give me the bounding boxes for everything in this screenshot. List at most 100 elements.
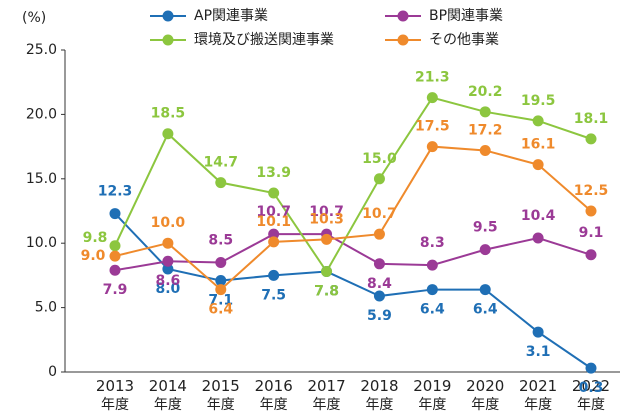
y-tick-label: 5.0 [35,300,57,316]
data-point [479,144,491,156]
data-label: 9.1 [579,225,604,241]
data-point [109,264,121,276]
data-point [109,240,121,252]
data-label: 10.7 [362,206,397,222]
series-line [114,145,592,291]
data-label: 5.9 [367,308,392,324]
data-label: 10.7 [256,204,291,220]
data-point [532,115,544,127]
data-label: 7.8 [314,284,339,300]
legend-marker [162,34,174,46]
data-point [268,236,280,248]
data-label: 20.2 [468,84,503,100]
legend-marker [162,10,174,22]
data-point [215,257,227,269]
data-point [532,326,544,338]
data-point [109,250,121,262]
y-tick-label: 25.0 [26,42,57,58]
data-label: 10.4 [521,208,556,224]
data-point [215,177,227,189]
data-label: 6.4 [208,302,233,318]
data-point [532,159,544,171]
data-label: 7.8 [314,284,339,300]
data-point [373,258,385,270]
data-point [268,228,280,240]
data-label: 6.4 [420,302,445,318]
x-tick-label: 2022 年度 [572,377,610,414]
x-tick-label: 2014 年度 [149,377,187,414]
data-label: 12.5 [574,183,609,199]
data-label: 17.5 [415,119,450,135]
data-label: 8.3 [420,235,445,251]
data-label: 12.3 [98,184,133,200]
x-tick-label: 2020 年度 [466,377,504,414]
legend-label: AP関連事業 [194,8,268,24]
x-tick-label: 2013 年度 [96,377,134,414]
data-label: 8.5 [208,233,233,249]
data-label: 9.0 [81,248,106,264]
data-label: 14.7 [204,155,239,171]
data-point [268,269,280,281]
data-label: 16.1 [521,137,556,153]
legend-label: BP関連事業 [429,8,503,24]
data-label: 7.1 [208,293,233,309]
y-tick-label: 0 [48,364,57,380]
series-line [114,233,592,272]
data-point [479,106,491,118]
data-label: 7.5 [261,287,286,303]
data-label: 17.2 [468,122,503,138]
x-tick-label: 2017 年度 [307,377,345,414]
data-label: 7.9 [103,282,128,298]
data-label: 9.5 [473,220,498,236]
data-point [162,128,174,140]
data-label: 8.0 [155,281,180,297]
y-axis-label: (%) [22,10,46,26]
series-line [114,96,592,274]
data-label: 10.3 [309,211,344,227]
data-point [321,233,333,245]
data-label: 19.5 [521,93,556,109]
data-label: 0.3 [579,380,604,396]
data-point [321,266,333,278]
data-point [532,232,544,244]
data-point [479,244,491,256]
data-point [162,237,174,249]
data-point [426,259,438,271]
data-point [215,275,227,287]
data-point [373,290,385,302]
y-tick-label: 10.0 [26,235,57,251]
data-label: 10.0 [151,215,186,231]
data-label: 15.0 [362,151,397,167]
data-point [585,205,597,217]
data-point [479,284,491,296]
legend-marker [397,10,409,22]
legend-marker [397,34,409,46]
data-label: 18.1 [574,111,609,127]
data-point [373,173,385,185]
x-tick-label: 2018 年度 [360,377,398,414]
data-point [426,284,438,296]
data-point [109,208,121,220]
data-label: 6.4 [473,302,498,318]
x-tick-label: 2015 年度 [202,377,240,414]
x-tick-label: 2021 年度 [519,377,557,414]
data-point [426,92,438,104]
data-label: 18.5 [151,106,186,122]
data-label: 3.1 [526,344,551,360]
data-point [215,284,227,296]
data-point [268,187,280,199]
data-label: 8.6 [155,273,180,289]
data-label: 9.8 [83,230,108,246]
x-tick-label: 2019 年度 [413,377,451,414]
data-label: 10.1 [256,214,291,230]
data-point [162,255,174,267]
data-point [373,228,385,240]
data-label: 8.4 [367,276,392,292]
data-point [585,249,597,261]
data-label: 21.3 [415,70,450,86]
data-label: 13.9 [256,165,291,181]
legend-label: その他事業 [429,32,499,48]
data-point [585,362,597,374]
x-tick-label: 2016 年度 [255,377,293,414]
